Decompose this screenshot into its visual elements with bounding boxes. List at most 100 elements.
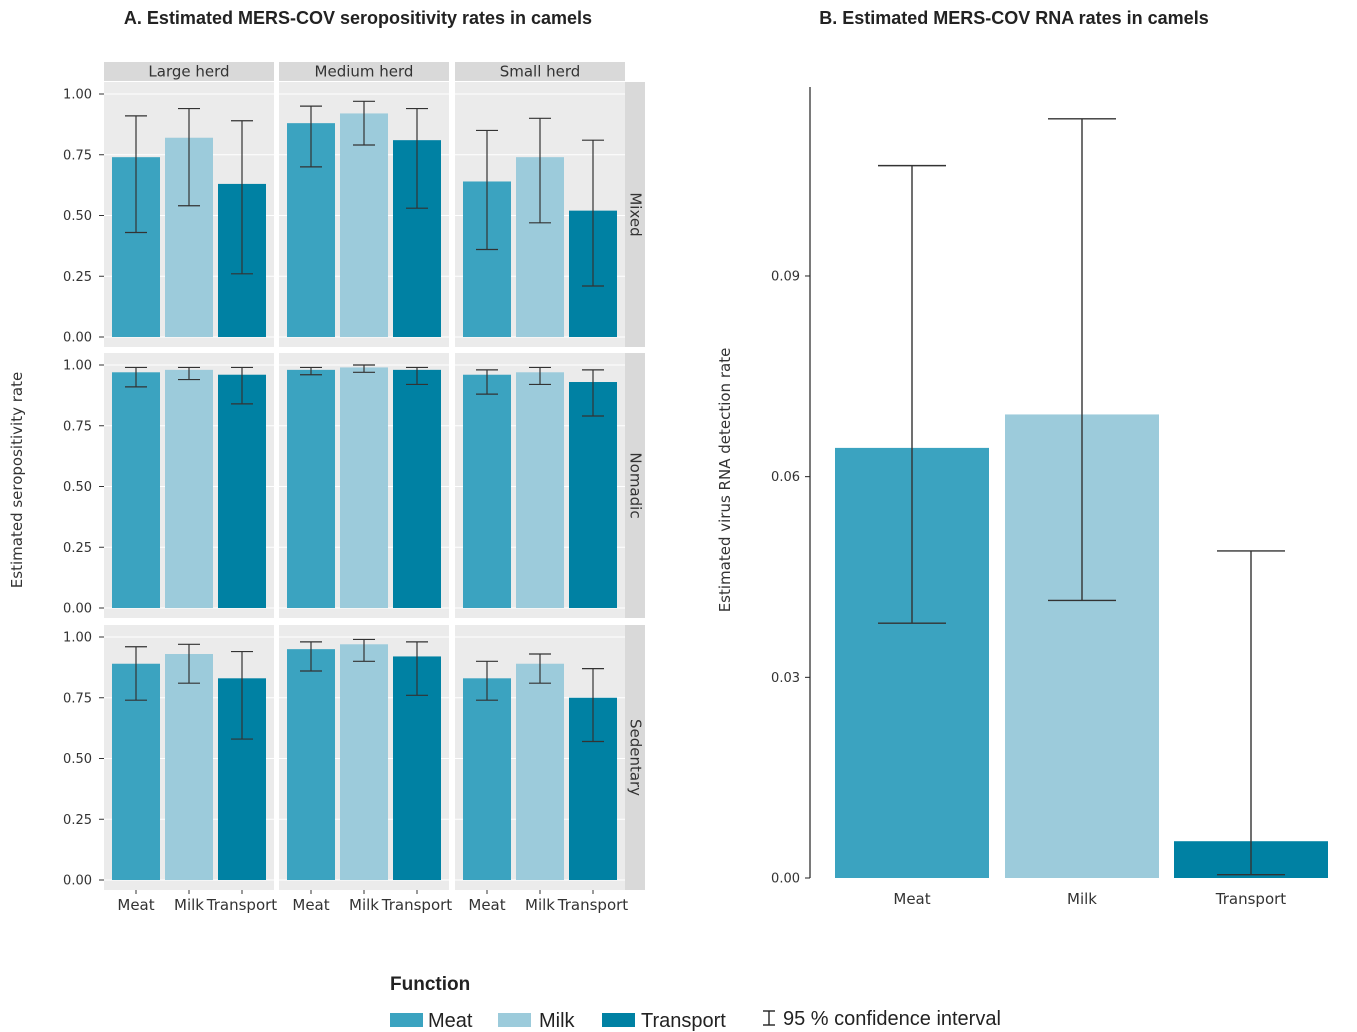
errorbar-meat [300, 105, 322, 168]
y-tick-label: 1.00 [63, 359, 92, 374]
y-tick-label: 0.50 [63, 480, 92, 495]
legend-swatch-meat [390, 1013, 423, 1027]
chart-b: 0.00 0.03 0.06 0.09 Meat Milk Transport [771, 87, 1328, 908]
facet-row-strip-label: Nomadic [627, 452, 645, 518]
legend-ci-icon [763, 1010, 775, 1026]
bar-transport [218, 374, 266, 608]
errorbar-milk [529, 117, 551, 224]
legend-label-meat: Meat [428, 1010, 473, 1032]
errorbar-milk [178, 107, 200, 207]
chart-b-errorbar-milk [1048, 118, 1116, 602]
chart-b-x-tick-label-meat: Meat [893, 890, 930, 908]
errorbar-transport [406, 641, 428, 696]
panel-sedentary-medium-herd [279, 625, 449, 890]
errorbar-transport [406, 107, 428, 209]
facet-row-strip-label: Sedentary [627, 719, 645, 796]
errorbar-meat [476, 660, 498, 701]
y-tick-label: 0.75 [63, 419, 92, 434]
panel-mixed-small-herd [455, 82, 625, 347]
facet-row-strip-label: Mixed [627, 192, 645, 236]
chart-b-y-tick-label: 0.03 [771, 671, 800, 686]
x-tick-label-meat: Meat [117, 896, 154, 914]
bar-milk [165, 654, 213, 880]
y-tick-label: 1.00 [63, 631, 92, 646]
errorbar-meat [300, 641, 322, 672]
bar-milk [165, 369, 213, 608]
facet-strip-bg [104, 62, 274, 81]
facet-strip-medium-herd: Medium herd [279, 62, 449, 81]
chart-a-title: A. Estimated MERS-COV seropositivity rat… [124, 8, 592, 28]
x-tick-label-meat: Meat [292, 896, 329, 914]
y-tick-label: 0.25 [63, 270, 92, 285]
errorbar-transport [582, 667, 604, 743]
errorbar-transport [582, 369, 604, 417]
panel-sedentary-small-herd [455, 625, 625, 890]
bar-transport [569, 382, 617, 608]
y-tick-label: 0.25 [63, 541, 92, 556]
errorbar-milk [353, 364, 375, 373]
facet-strip-label: Medium herd [315, 63, 414, 81]
y-tick-label: 0.75 [63, 691, 92, 706]
bar-meat [463, 374, 511, 608]
x-tick-label-transport: Transport [381, 896, 453, 914]
legend-swatch-transport [602, 1013, 635, 1027]
chart-b-y-tick-label: 0.09 [771, 269, 800, 284]
legend: Function Meat Milk Transport 95 % confid… [390, 974, 1001, 1032]
facet-strip-label: Small herd [500, 63, 581, 81]
y-tick-label: 0.00 [63, 874, 92, 889]
chart-b-errorbar-transport [1217, 550, 1285, 876]
legend-label-milk: Milk [539, 1010, 576, 1032]
chart-b-y-tick-label: 0.00 [771, 872, 800, 887]
y-tick-label: 1.00 [63, 88, 92, 103]
x-tick-label-transport: Transport [557, 896, 629, 914]
errorbar-milk [178, 643, 200, 684]
chart-b-x-tick-label-transport: Transport [1215, 890, 1287, 908]
facet-strip-bg [455, 62, 625, 81]
y-tick-label: 0.50 [63, 209, 92, 224]
panel-sedentary-large-herd [104, 625, 274, 890]
y-tick-label: 0.25 [63, 813, 92, 828]
x-tick-label-milk: Milk [525, 896, 555, 914]
y-tick-label: 0.50 [63, 752, 92, 767]
y-tick-label: 0.00 [63, 331, 92, 346]
bar-milk [516, 372, 564, 608]
x-tick-label-milk: Milk [349, 896, 379, 914]
panel-nomadic-large-herd [104, 353, 274, 618]
errorbar-meat [125, 115, 147, 234]
bar-meat [463, 678, 511, 880]
y-tick-label: 0.00 [63, 602, 92, 617]
bar-milk [516, 663, 564, 880]
facet-row-strip-mixed: Mixed [625, 82, 645, 347]
bar-milk [340, 113, 388, 337]
bar-milk [340, 644, 388, 880]
chart-b-errorbar-meat [878, 164, 946, 624]
errorbar-transport [582, 139, 604, 287]
errorbar-meat [125, 646, 147, 701]
errorbar-meat [125, 366, 147, 388]
legend-swatch-milk [498, 1013, 531, 1027]
x-tick-label-transport: Transport [206, 896, 278, 914]
errorbar-meat [300, 366, 322, 376]
facet-strip-large-herd: Large herd [104, 62, 274, 81]
facet-row-strip-bg [625, 353, 645, 618]
errorbar-milk [529, 653, 551, 684]
errorbar-milk [353, 100, 375, 146]
bar-milk [340, 367, 388, 608]
facet-strip-bg [279, 62, 449, 81]
errorbar-milk [529, 366, 551, 386]
errorbar-transport [406, 366, 428, 386]
chart-b-y-tick-label: 0.06 [771, 470, 800, 485]
facet-strip-label: Large herd [148, 63, 229, 81]
errorbar-transport [231, 366, 253, 405]
bar-transport [393, 369, 441, 608]
chart-a-y-axis-title: Estimated seropositivity rate [8, 372, 26, 588]
errorbar-transport [231, 650, 253, 740]
legend-label-transport: Transport [641, 1010, 726, 1032]
facet-row-strip-sedentary: Sedentary [625, 625, 645, 890]
chart-b-y-axis-title: Estimated virus RNA detection rate [716, 348, 734, 613]
facet-strip-small-herd: Small herd [455, 62, 625, 81]
bar-meat [287, 649, 335, 880]
y-tick-label: 0.75 [63, 148, 92, 163]
chart-a: Large herd Medium herd Small herd Mixed Noma… [63, 62, 645, 914]
